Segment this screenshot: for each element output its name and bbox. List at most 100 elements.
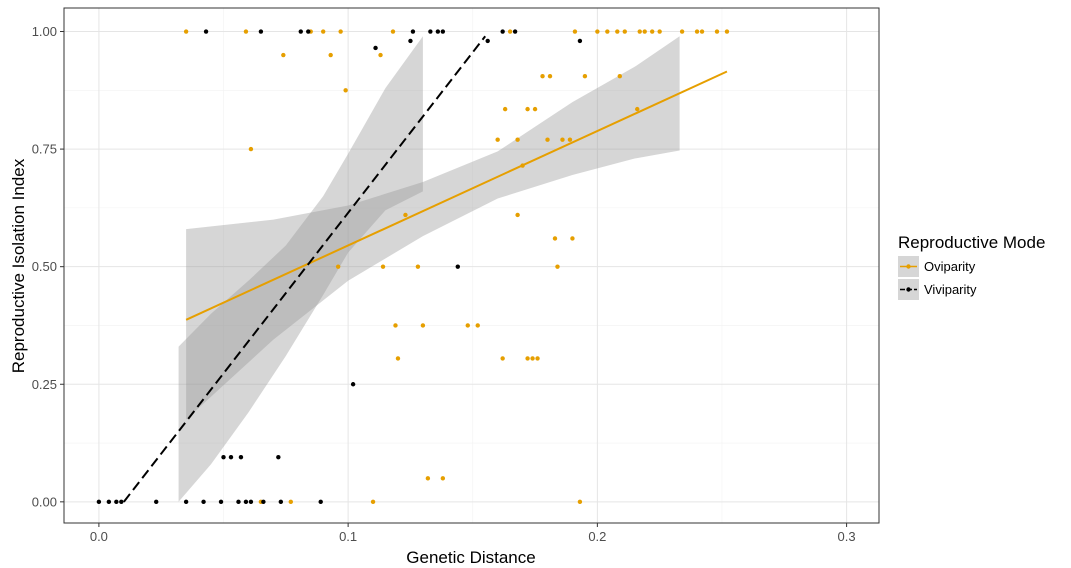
data-point-viviparity <box>258 29 264 34</box>
data-point-viviparity <box>435 29 441 34</box>
legend-title: Reproductive Mode <box>898 233 1045 252</box>
data-point-oviparity <box>440 476 446 481</box>
data-point-oviparity <box>552 236 558 241</box>
data-point-viviparity <box>236 499 241 505</box>
data-point-oviparity <box>338 29 343 34</box>
legend-key-point-viviparity <box>906 287 911 292</box>
data-point-viviparity <box>298 29 303 34</box>
data-point-oviparity <box>547 73 553 79</box>
x-tick-label: 0.3 <box>838 529 856 544</box>
data-point-viviparity <box>306 29 311 34</box>
data-point-oviparity <box>370 499 376 505</box>
data-point-oviparity <box>567 137 573 142</box>
data-point-oviparity <box>714 29 720 34</box>
confidence-band-oviparity <box>186 36 680 420</box>
data-point-viviparity <box>428 29 433 34</box>
confidence-bands <box>178 36 680 502</box>
data-point-viviparity <box>408 38 413 44</box>
data-point-oviparity <box>183 29 189 34</box>
data-point-oviparity <box>281 52 286 58</box>
data-point-oviparity <box>570 236 575 241</box>
data-point-oviparity <box>577 499 583 505</box>
data-point-oviparity <box>335 264 341 269</box>
data-point-oviparity <box>475 323 480 328</box>
legend: Reproductive Mode Oviparity Viviparity <box>898 233 1045 300</box>
data-point-viviparity <box>201 499 206 505</box>
data-point-viviparity <box>114 499 119 505</box>
data-point-oviparity <box>403 212 408 218</box>
y-tick-label: 0.75 <box>32 142 57 157</box>
data-point-oviparity <box>617 73 622 79</box>
data-point-oviparity <box>243 29 249 34</box>
grid-lines <box>64 8 879 523</box>
data-point-oviparity <box>572 29 578 34</box>
data-point-oviparity <box>545 137 550 142</box>
y-tick-label: 0.00 <box>32 494 57 509</box>
x-tick-label: 0.0 <box>90 529 108 544</box>
legend-key-point-oviparity <box>906 264 911 269</box>
y-tick-label: 0.25 <box>32 377 57 392</box>
data-point-viviparity <box>248 499 254 505</box>
data-point-viviparity <box>238 454 244 460</box>
confidence-band-viviparity <box>178 36 423 502</box>
data-point-viviparity <box>512 29 518 34</box>
data-point-oviparity <box>555 264 560 269</box>
data-point-oviparity <box>321 29 326 34</box>
data-point-oviparity <box>378 52 383 58</box>
plot-background <box>64 8 879 523</box>
data-point-viviparity <box>183 499 189 505</box>
data-point-viviparity <box>410 29 416 34</box>
x-tick-label: 0.1 <box>339 529 357 544</box>
data-point-viviparity <box>440 29 446 34</box>
data-point-viviparity <box>276 454 281 460</box>
data-point-oviparity <box>380 264 386 269</box>
data-point-oviparity <box>679 29 685 34</box>
data-point-oviparity <box>500 356 505 361</box>
data-point-viviparity <box>318 499 323 505</box>
y-axis-title: Reproductive Isolation Index <box>9 158 28 373</box>
data-point-viviparity <box>350 382 356 387</box>
data-point-oviparity <box>540 73 545 79</box>
data-point-oviparity <box>582 73 588 79</box>
plot-panel-border <box>63 7 880 524</box>
data-point-viviparity <box>455 264 460 269</box>
data-point-oviparity <box>288 499 294 505</box>
data-point-viviparity <box>243 499 249 505</box>
data-point-viviparity <box>221 454 226 460</box>
data-point-viviparity <box>373 45 378 51</box>
legend-keys: Oviparity Viviparity <box>898 256 977 300</box>
data-point-oviparity <box>622 29 627 34</box>
data-point-viviparity <box>154 499 159 505</box>
data-point-viviparity <box>278 499 284 505</box>
data-point-viviparity <box>119 499 124 505</box>
data-point-oviparity <box>530 356 535 361</box>
data-point-oviparity <box>724 29 730 34</box>
data-point-viviparity <box>218 499 224 505</box>
data-point-oviparity <box>615 29 620 34</box>
data-point-oviparity <box>560 137 565 142</box>
data-point-oviparity <box>328 52 333 58</box>
fit-lines <box>123 35 728 503</box>
data-point-oviparity <box>694 29 700 34</box>
data-point-oviparity <box>420 323 426 328</box>
y-tick-label: 1.00 <box>32 24 57 39</box>
data-point-oviparity <box>605 29 610 34</box>
data-point-oviparity <box>525 356 530 361</box>
x-tick-label: 0.2 <box>588 529 606 544</box>
data-point-oviparity <box>642 29 647 34</box>
data-point-oviparity <box>390 29 396 34</box>
data-point-oviparity <box>657 29 662 34</box>
data-point-viviparity <box>228 454 234 460</box>
data-point-viviparity <box>500 29 505 34</box>
axis-ticks: 0.0 0.1 0.2 0.3 0.00 0.25 0.50 0.75 1.00 <box>32 24 856 544</box>
data-point-oviparity <box>248 146 254 152</box>
legend-label-viviparity: Viviparity <box>924 282 977 297</box>
data-point-oviparity <box>395 356 401 361</box>
y-tick-label: 0.50 <box>32 259 57 274</box>
data-point-viviparity <box>577 38 583 44</box>
data-point-viviparity <box>485 38 490 44</box>
data-point-oviparity <box>502 106 508 112</box>
data-point-oviparity <box>495 137 500 142</box>
data-point-oviparity <box>699 29 705 34</box>
